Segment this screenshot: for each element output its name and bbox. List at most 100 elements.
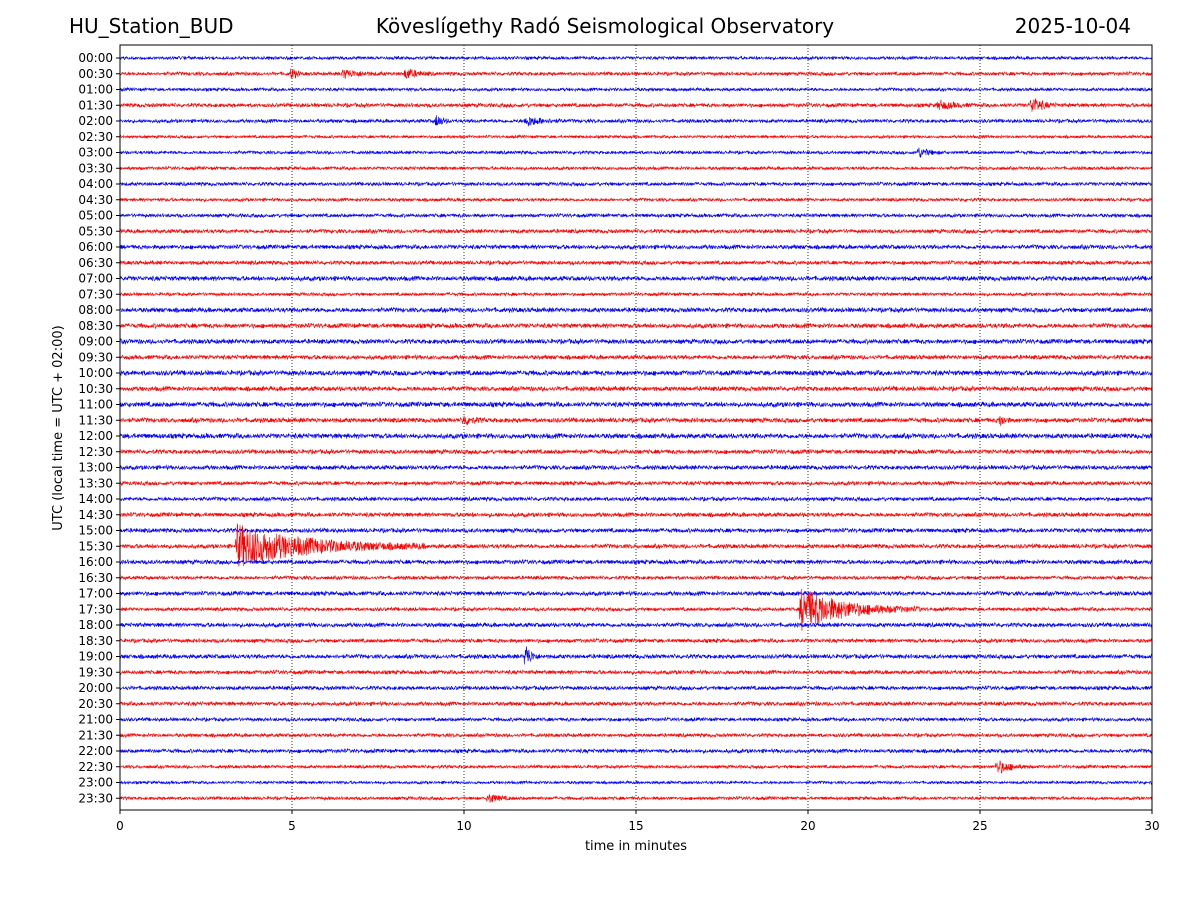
y-tick-label: 09:30 (78, 350, 113, 364)
x-tick-label: 15 (628, 819, 643, 833)
trace-1230 (119, 448, 1153, 456)
trace-0030 (119, 68, 1153, 80)
trace-1930 (119, 669, 1153, 676)
observatory-title: Köveslígethy Radó Seismological Observat… (375, 14, 835, 38)
trace-1100 (119, 400, 1153, 409)
y-axis-label: UTC (local time = UTC + 02:00) (51, 325, 66, 530)
trace-0400 (119, 180, 1153, 188)
record-date: 2025-10-04 (1014, 14, 1131, 38)
y-tick-label: 14:00 (78, 492, 113, 506)
trace-1030 (119, 385, 1153, 393)
trace-0900 (119, 337, 1153, 346)
trace-0330 (119, 165, 1153, 172)
trace-1400 (119, 495, 1153, 503)
y-tick-label: 19:30 (78, 665, 113, 679)
y-tick-label: 02:30 (78, 130, 113, 144)
y-tick-label: 16:30 (78, 571, 113, 585)
trace-0930 (119, 353, 1153, 361)
trace-0500 (119, 212, 1153, 219)
x-tick-label: 10 (456, 819, 471, 833)
y-tick-label: 12:00 (78, 429, 113, 443)
trace-2130 (119, 732, 1153, 739)
y-tick-label: 19:00 (78, 650, 113, 664)
trace-0200 (119, 115, 1153, 127)
y-tick-label: 22:30 (78, 760, 113, 774)
x-tick-label: 0 (116, 819, 124, 833)
y-tick-label: 11:30 (78, 413, 113, 427)
y-tick-label: 09:00 (78, 335, 113, 349)
y-tick-label: 12:30 (78, 445, 113, 459)
y-tick-label: 13:00 (78, 461, 113, 475)
y-tick-label: 18:00 (78, 618, 113, 632)
trace-2200 (119, 747, 1153, 755)
x-tick-label: 20 (800, 819, 815, 833)
trace-1630 (119, 574, 1153, 581)
trace-1730 (119, 589, 1153, 631)
trace-1300 (119, 464, 1153, 471)
y-tick-label: 21:30 (78, 728, 113, 742)
y-tick-label: 10:30 (78, 382, 113, 396)
y-tick-label: 22:00 (78, 744, 113, 758)
trace-2330 (119, 793, 1153, 803)
x-axis-label: time in minutes (585, 839, 687, 854)
y-tick-label: 02:00 (78, 114, 113, 128)
x-tick-label: 25 (972, 819, 987, 833)
y-tick-label: 06:00 (78, 240, 113, 254)
trace-1430 (119, 511, 1153, 519)
trace-1130 (119, 415, 1153, 426)
trace-1700 (119, 590, 1153, 597)
y-tick-label: 20:30 (78, 697, 113, 711)
trace-0230 (119, 134, 1153, 140)
y-tick-label: 10:00 (78, 366, 113, 380)
trace-0000 (119, 55, 1153, 61)
trace-2230 (119, 760, 1153, 774)
grid-layer (291, 45, 981, 810)
y-tick-label: 07:00 (78, 272, 113, 286)
y-tick-label: 06:30 (78, 256, 113, 270)
trace-2300 (119, 779, 1153, 786)
y-tick-label: 01:00 (78, 83, 113, 97)
y-tick-label: 07:30 (78, 287, 113, 301)
y-tick-label: 14:30 (78, 508, 113, 522)
trace-1500 (119, 527, 1153, 534)
y-tick-label: 23:30 (78, 791, 113, 805)
x-tick-label: 5 (288, 819, 296, 833)
trace-0100 (119, 86, 1153, 93)
trace-1900 (119, 646, 1153, 665)
y-tick-label: 03:30 (78, 161, 113, 175)
trace-1330 (119, 480, 1153, 487)
y-tick-label: 03:00 (78, 146, 113, 160)
y-tick-label: 00:30 (78, 67, 113, 81)
y-tick-label: 15:00 (78, 524, 113, 538)
trace-1000 (119, 369, 1153, 377)
y-tick-label: 18:30 (78, 634, 113, 648)
trace-2100 (119, 716, 1153, 723)
trace-0700 (119, 274, 1153, 283)
y-tick-label: 17:30 (78, 602, 113, 616)
trace-0430 (119, 196, 1153, 203)
y-tick-label: 04:00 (78, 177, 113, 191)
trace-2030 (119, 700, 1153, 708)
y-tick-label: 16:00 (78, 555, 113, 569)
y-tick-label: 13:30 (78, 476, 113, 490)
y-tick-label: 08:30 (78, 319, 113, 333)
y-tick-label: 05:30 (78, 224, 113, 238)
trace-0730 (119, 291, 1153, 298)
x-tick-label: 30 (1144, 819, 1159, 833)
trace-1800 (119, 621, 1153, 629)
trace-0300 (119, 147, 1153, 158)
trace-2000 (119, 684, 1153, 692)
trace-0600 (119, 243, 1153, 251)
y-tick-label: 05:00 (78, 209, 113, 223)
y-tick-label: 00:00 (78, 51, 113, 65)
y-tick-label: 08:00 (78, 303, 113, 317)
y-tick-label: 01:30 (78, 98, 113, 112)
trace-1830 (119, 637, 1153, 645)
y-tick-label: 21:00 (78, 713, 113, 727)
station-code: HU_Station_BUD (69, 14, 234, 38)
x-ticks: 0 5 10 15 20 25 30 (116, 810, 1160, 833)
trace-0130 (119, 98, 1153, 112)
y-tick-label: 04:30 (78, 193, 113, 207)
trace-0830 (119, 322, 1153, 330)
